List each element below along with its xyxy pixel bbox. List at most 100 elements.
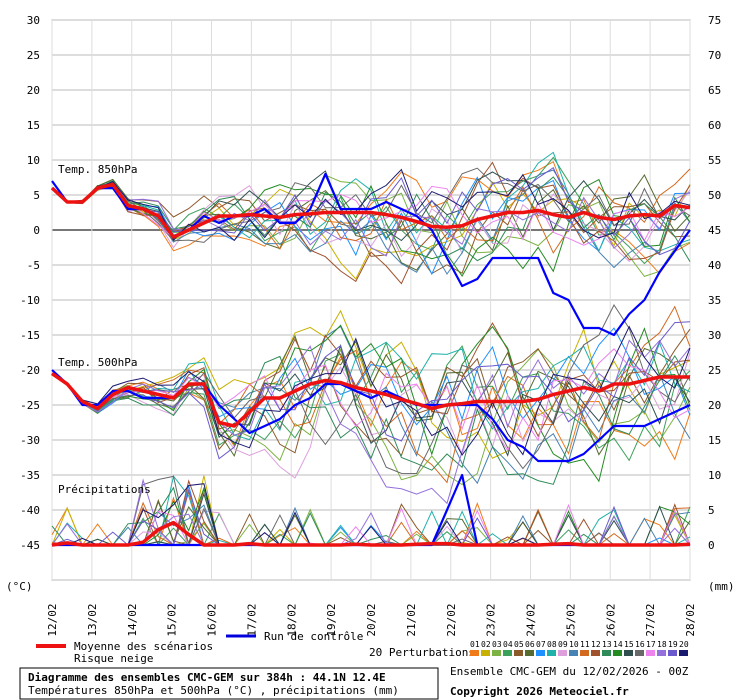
y-tick-right: 20 <box>708 399 721 412</box>
perturbation-850-line <box>51 160 691 275</box>
perturbation-legend-swatch <box>536 650 545 656</box>
perturbation-850-line <box>51 185 691 263</box>
y-tick-right: 30 <box>708 329 721 342</box>
x-tick: 23/02 <box>485 603 498 636</box>
perturbation-legend-id: 17 <box>646 640 656 649</box>
perturbation-legend-id: 16 <box>635 640 645 649</box>
legend-mean-label: Moyenne des scénarios <box>74 640 213 653</box>
perturbation-legend-id: 09 <box>558 640 568 649</box>
perturbation-legend-swatch <box>668 650 677 656</box>
perturbation-legend-swatch <box>547 650 556 656</box>
perturbation-legend-id: 11 <box>580 640 590 649</box>
y-tick-left: 25 <box>27 49 40 62</box>
perturbation-850-line <box>51 167 691 243</box>
perturbation-legend-id: 05 <box>514 640 524 649</box>
perturbation-legend-id: 07 <box>536 640 546 649</box>
perturbation-legend-swatch <box>602 650 611 656</box>
y-tick-left: 20 <box>27 84 40 97</box>
perturbation-500-line <box>51 341 691 441</box>
perturbation-500-line <box>51 322 691 438</box>
perturbation-500-line <box>51 305 691 484</box>
x-tick: 22/02 <box>445 603 458 636</box>
perturbation-850-line <box>51 161 691 285</box>
perturbation-legend-swatch <box>679 650 688 656</box>
perturbation-850-line <box>51 174 691 271</box>
perturbation-legend-swatch <box>492 650 501 656</box>
perturbation-850-line <box>51 176 691 276</box>
title-box <box>19 667 439 700</box>
perturbation-legend-id: 04 <box>503 640 513 649</box>
control-500-line <box>51 369 691 463</box>
perturbation-legend-id: 19 <box>668 640 678 649</box>
x-tick: 20/02 <box>365 603 378 636</box>
y-tick-right: 5 <box>708 504 715 517</box>
perturbation-850-line <box>51 151 691 252</box>
x-tick: 19/02 <box>325 603 338 636</box>
y-tick-left: -20 <box>20 364 40 377</box>
perturbation-legend-id: 15 <box>624 640 634 649</box>
y-tick-left: 10 <box>27 154 40 167</box>
perturbation-500-line <box>51 343 691 457</box>
perturbation-500-line <box>51 321 691 460</box>
copyright: Copyright 2026 Meteociel.fr <box>450 685 629 698</box>
perturbation-500-line <box>51 325 691 456</box>
x-tick: 21/02 <box>405 603 418 636</box>
y-tick-right: 0 <box>708 539 715 552</box>
y-tick-left: 5 <box>33 189 40 202</box>
perturbation-legend-swatch <box>646 650 655 656</box>
perturbation-legend-swatch <box>624 650 633 656</box>
perturbation-legend-swatch <box>514 650 523 656</box>
y-tick-left: -15 <box>20 329 40 342</box>
perturbation-500-line <box>51 324 691 483</box>
perturbation-legend-swatch <box>503 650 512 656</box>
x-tick: 25/02 <box>564 603 577 636</box>
perturbation-legend-id: 20 <box>679 640 689 649</box>
y-tick-left: 0 <box>33 224 40 237</box>
y-tick-right: 10 <box>708 469 721 482</box>
y-tick-right: 60 <box>708 119 721 132</box>
ensemble-label: Ensemble CMC-GEM du 12/02/2026 - 00Z <box>450 665 689 678</box>
perturbation-legend: 01 02 03 04 05 06 07 08 09 10 11 12 13 14 15 16 17 18 19 20 <box>470 640 689 656</box>
x-tick: 26/02 <box>604 603 617 636</box>
perturbation-legend-swatch <box>525 650 534 656</box>
y-tick-left: -40 <box>20 504 40 517</box>
x-tick: 28/02 <box>684 603 697 636</box>
perturbation-850-line <box>51 185 691 246</box>
y-tick-right: 75 <box>708 14 721 27</box>
y-tick-left: -25 <box>20 399 40 412</box>
y-tick-left: -10 <box>20 294 40 307</box>
x-axis: 12/02 13/02 14/02 15/02 16/02 17/02 18/02 19/02… <box>46 603 697 636</box>
grid <box>51 19 691 581</box>
perturbation-legend-swatch <box>558 650 567 656</box>
mean-precip-line <box>51 520 691 547</box>
y-tick-left: 30 <box>27 14 40 27</box>
perturbation-850-line <box>51 183 691 257</box>
perturbation-500-line <box>51 339 691 505</box>
perturbation-legend-id: 08 <box>547 640 557 649</box>
perturbation-legend-id: 01 <box>470 640 480 649</box>
x-tick: 14/02 <box>126 603 139 636</box>
perturbation-850-line <box>51 170 691 242</box>
perturbation-legend-swatch <box>470 650 479 656</box>
legend-perturbations-label: 20 Perturbations <box>369 646 475 659</box>
panel-label-500: Temp. 500hPa <box>58 356 137 369</box>
mean-500-line <box>51 372 690 428</box>
y-tick-right: 40 <box>708 259 721 272</box>
mean-850-line <box>50 182 691 239</box>
y-tick-left: -5 <box>27 259 40 272</box>
chart-title: Diagramme des ensembles CMC-GEM sur 384h… <box>28 671 386 684</box>
y-tick-right: 25 <box>708 364 721 377</box>
perturbation-500-line <box>51 303 691 475</box>
y-tick-right: 15 <box>708 434 721 447</box>
legend-snow-label: Risque neige <box>74 652 153 665</box>
y-tick-left: -35 <box>20 469 40 482</box>
perturbation-legend-swatch <box>569 650 578 656</box>
perturbation-legend-id: 06 <box>525 640 535 649</box>
y-tick-right: 70 <box>708 49 721 62</box>
y-axis-left: 30 25 20 15 10 5 0 -5 -10 -15 -20 -25 -30 -35 -40 -45 <box>20 14 40 552</box>
x-tick: 17/02 <box>245 603 258 636</box>
perturbation-legend-swatch <box>635 650 644 656</box>
perturbation-legend-id: 18 <box>657 640 667 649</box>
perturbation-850-line <box>51 168 691 242</box>
x-tick: 24/02 <box>525 603 538 636</box>
